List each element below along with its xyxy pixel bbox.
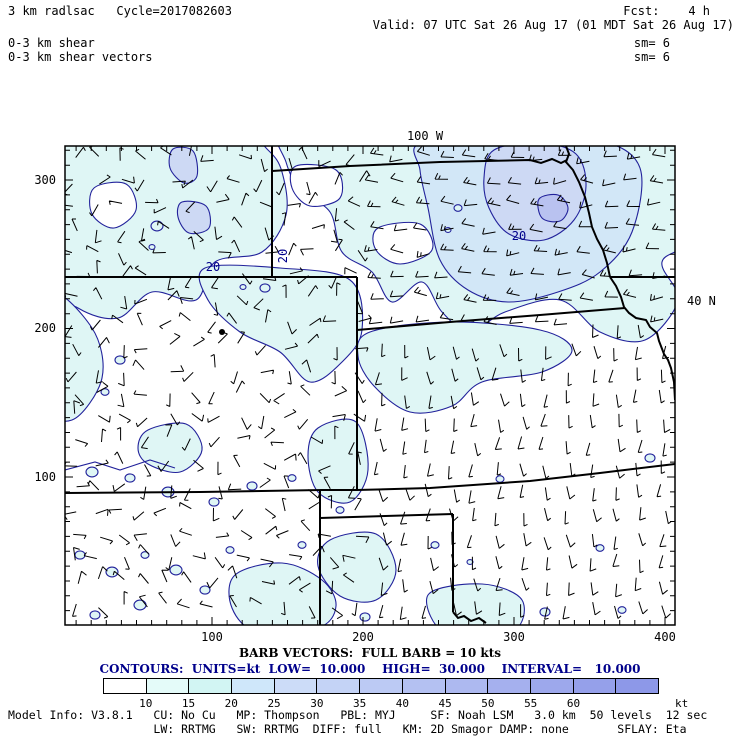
colorbar-cell (530, 679, 574, 693)
run-title: 3 km radlsac Cycle=2017082603 (8, 4, 232, 18)
colorbar-cell (402, 679, 446, 693)
x-axis-label: 400 (654, 630, 676, 644)
x-axis-label: 100 (201, 630, 223, 644)
valid-time: Valid: 07 UTC Sat 26 Aug 17 (01 MDT Sat … (372, 18, 734, 32)
colorbar-cell (274, 679, 318, 693)
colorbar-tick-label: 55 (524, 697, 538, 710)
colorbar-cell (573, 679, 617, 693)
colorbar-tick-label: 10 (139, 697, 153, 710)
colorbar-cell (360, 679, 403, 693)
field-name-shear: 0-3 km shear (8, 36, 95, 50)
contour-fill-25-30 (537, 193, 569, 223)
contour-fill-10-15 (198, 264, 364, 383)
colorbar-cell (445, 679, 489, 693)
colorbar-cell (616, 679, 658, 693)
forecast-hour: Fcst: 4 h (623, 4, 710, 18)
colorbar-tick-label: 45 (438, 697, 452, 710)
y-axis-label: 200 (34, 321, 56, 335)
map-inner: 20 20 20 (65, 146, 675, 625)
colorbar-tick-label: 30 (310, 697, 324, 710)
contour-label: 20 (512, 229, 526, 243)
contour-fills (65, 146, 675, 625)
colorbar (103, 678, 659, 694)
contour-legend: CONTOURS: UNITS=kt LOW= 10.000 HIGH= 30.… (99, 662, 641, 676)
contour-fill-10-15 (137, 422, 203, 474)
field-name-shear-vectors: 0-3 km shear vectors (8, 50, 153, 64)
colorbar-tick-label: 40 (395, 697, 409, 710)
contour-fill-10-15 (228, 562, 337, 625)
colorbar-tick-label: 60 (566, 697, 581, 710)
x-axis-label: 200 (352, 630, 374, 644)
colorbar-cell (232, 679, 275, 693)
contour-label: 20 (276, 249, 290, 263)
colorbar-tick-label: 20 (224, 697, 238, 710)
colorbar-cell (189, 679, 233, 693)
x-axis-label: 300 (503, 630, 525, 644)
state-borders (65, 146, 675, 625)
contour-fill-hole (289, 163, 344, 207)
map-frame (64, 145, 676, 626)
station-dot (219, 329, 225, 335)
y-axis-label: 100 (34, 470, 56, 484)
smoothing-1: sm= 6 (633, 36, 670, 50)
contour-fill-hole (89, 181, 137, 229)
smoothing-2: sm= 6 (633, 50, 670, 64)
colorbar-cell (104, 679, 147, 693)
latitude-label: 40 N (687, 294, 716, 308)
colorbar-tick-label: 15 (181, 697, 196, 710)
y-axis-label: 300 (34, 173, 56, 187)
model-info-line2: LW: RRTMG SW: RRTMG DIFF: full KM: 2D Sm… (8, 722, 687, 736)
contour-fill-20-25 (168, 146, 199, 184)
colorbar-tick-label: 50 (481, 697, 495, 710)
colorbar-unit-label: kt (675, 697, 689, 710)
contour-fill-10-15 (65, 297, 104, 422)
contour-label: 20 (206, 260, 220, 274)
longitude-label: 100 W (407, 129, 444, 143)
contour-fill-20-25 (176, 200, 212, 235)
colorbar-tick-label: 25 (267, 697, 281, 710)
colorbar-tick-label: 35 (352, 697, 367, 710)
model-info-line1: Model Info: V3.8.1 CU: No Cu MP: Thompso… (8, 708, 708, 722)
contour-fill-10-15 (317, 531, 397, 603)
colorbar-cell (488, 679, 531, 693)
wind-barbs (65, 146, 672, 620)
colorbar-cell (317, 679, 361, 693)
axis-ticks (65, 146, 675, 625)
colorbar-cell (146, 679, 190, 693)
contour-fill-10-15 (356, 321, 573, 414)
barb-legend: BARB VECTORS: FULL BARB = 10 kts (238, 646, 502, 660)
